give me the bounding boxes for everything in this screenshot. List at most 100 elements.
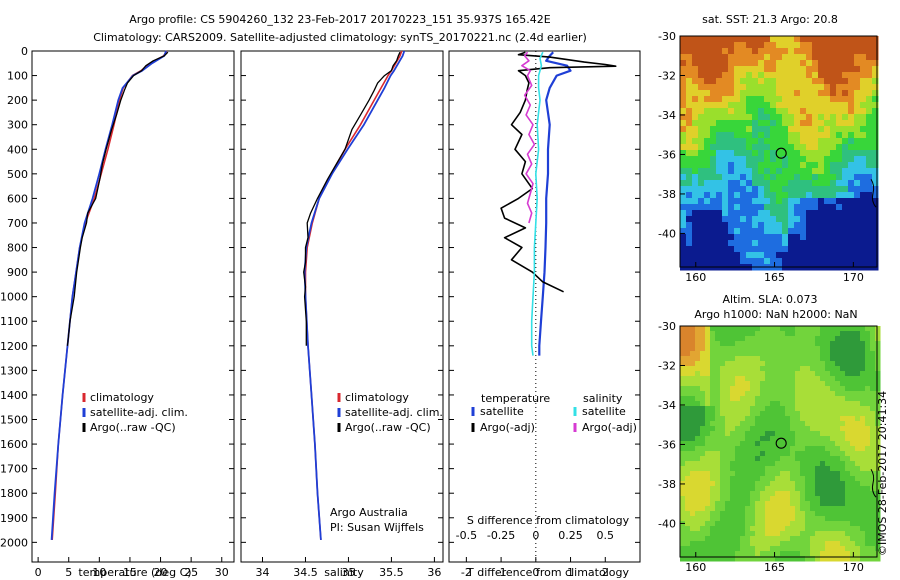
heatmap-cell	[848, 222, 855, 229]
difference-legend-label: Argo(-adj)	[582, 421, 637, 434]
heatmap-cell	[740, 406, 746, 412]
heatmap-cell	[850, 491, 856, 497]
map-x-tick-label: 170	[843, 561, 864, 574]
heatmap-cell	[855, 486, 861, 492]
heatmap-cell	[845, 326, 851, 332]
heatmap-cell	[716, 84, 723, 91]
heatmap-cell	[855, 336, 861, 342]
heatmap-cell	[740, 381, 746, 387]
heatmap-cell	[830, 361, 836, 367]
heatmap-cell	[765, 531, 771, 537]
heatmap-cell	[710, 72, 717, 79]
heatmap-cell	[872, 132, 879, 139]
heatmap-cell	[734, 204, 741, 211]
heatmap-cell	[680, 546, 686, 552]
heatmap-cell	[875, 371, 881, 377]
heatmap-cell	[815, 501, 821, 507]
heatmap-cell	[725, 351, 731, 357]
heatmap-cell	[750, 416, 756, 422]
heatmap-cell	[710, 481, 716, 487]
heatmap-cell	[854, 240, 861, 247]
heatmap-cell	[824, 48, 831, 55]
heatmap-cell	[690, 511, 696, 517]
heatmap-cell	[725, 541, 731, 547]
heatmap-cell	[850, 361, 856, 367]
heatmap-cell	[850, 501, 856, 507]
heatmap-cell	[728, 186, 735, 193]
heatmap-cell	[825, 411, 831, 417]
heatmap-cell	[764, 258, 771, 265]
heatmap-cell	[746, 210, 753, 217]
heatmap-cell	[850, 401, 856, 407]
heatmap-cell	[765, 336, 771, 342]
heatmap-cell	[715, 521, 721, 527]
heatmap-cell	[752, 198, 759, 205]
heatmap-cell	[800, 496, 806, 502]
heatmap-cell	[680, 486, 686, 492]
heatmap-cell	[836, 84, 843, 91]
heatmap-cell	[800, 516, 806, 522]
heatmap-cell	[785, 431, 791, 437]
heatmap-cell	[782, 36, 789, 43]
heatmap-cell	[776, 210, 783, 217]
heatmap-cell	[818, 216, 825, 223]
heatmap-cell	[722, 150, 729, 157]
heatmap-cell	[686, 126, 693, 133]
heatmap-cell	[734, 162, 741, 169]
heatmap-cell	[785, 421, 791, 427]
heatmap-cell	[686, 216, 693, 223]
heatmap-cell	[752, 96, 759, 103]
heatmap-cell	[698, 186, 705, 193]
heatmap-cell	[830, 451, 836, 457]
heatmap-cell	[840, 411, 846, 417]
heatmap-cell	[790, 551, 796, 557]
heatmap-cell	[835, 461, 841, 467]
heatmap-cell	[854, 222, 861, 229]
heatmap-cell	[752, 216, 759, 223]
heatmap-cell	[745, 471, 751, 477]
heatmap-cell	[765, 396, 771, 402]
heatmap-cell	[720, 521, 726, 527]
heatmap-cell	[710, 446, 716, 452]
heatmap-cell	[850, 511, 856, 517]
heatmap-cell	[860, 234, 867, 241]
heatmap-cell	[870, 506, 876, 512]
heatmap-cell	[685, 351, 691, 357]
heatmap-cell	[720, 416, 726, 422]
heatmap-cell	[790, 446, 796, 452]
heatmap-cell	[800, 511, 806, 517]
heatmap-cell	[705, 551, 711, 557]
heatmap-cell	[720, 341, 726, 347]
heatmap-cell	[690, 526, 696, 532]
heatmap-cell	[870, 366, 876, 372]
heatmap-cell	[760, 471, 766, 477]
heatmap-cell	[835, 376, 841, 382]
heatmap-cell	[715, 411, 721, 417]
heatmap-cell	[824, 60, 831, 67]
heatmap-cell	[686, 96, 693, 103]
heatmap-cell	[720, 541, 726, 547]
heatmap-cell	[755, 361, 761, 367]
heatmap-cell	[825, 481, 831, 487]
heatmap-cell	[698, 162, 705, 169]
heatmap-cell	[866, 78, 873, 85]
heatmap-cell	[746, 162, 753, 169]
heatmap-cell	[746, 168, 753, 175]
heatmap-cell	[725, 431, 731, 437]
heatmap-cell	[695, 496, 701, 502]
heatmap-cell	[825, 511, 831, 517]
heatmap-cell	[850, 376, 856, 382]
heatmap-cell	[686, 138, 693, 145]
heatmap-cell	[785, 531, 791, 537]
depth-tick-label: 100	[7, 70, 28, 83]
heatmap-cell	[866, 234, 873, 241]
heatmap-cell	[848, 48, 855, 55]
heatmap-cell	[865, 546, 871, 552]
heatmap-cell	[765, 406, 771, 412]
heatmap-cell	[725, 421, 731, 427]
heatmap-cell	[785, 471, 791, 477]
heatmap-cell	[758, 96, 765, 103]
heatmap-cell	[785, 536, 791, 542]
heatmap-cell	[835, 346, 841, 352]
heatmap-cell	[752, 210, 759, 217]
